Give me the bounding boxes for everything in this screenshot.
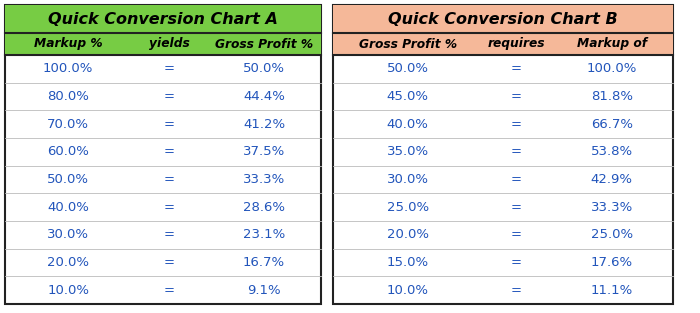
Text: 11.1%: 11.1% (591, 284, 633, 297)
Text: 17.6%: 17.6% (591, 256, 633, 269)
Text: =: = (511, 62, 522, 75)
Text: Gross Profit %: Gross Profit % (215, 38, 313, 50)
Text: 9.1%: 9.1% (247, 284, 281, 297)
Text: =: = (511, 90, 522, 103)
Text: 33.3%: 33.3% (591, 201, 633, 214)
Text: =: = (511, 118, 522, 131)
Text: =: = (511, 201, 522, 214)
Text: 42.9%: 42.9% (591, 173, 633, 186)
Bar (333, 33, 673, 55)
Text: =: = (164, 90, 175, 103)
Text: 33.3%: 33.3% (243, 173, 285, 186)
Text: Gross Profit %: Gross Profit % (358, 38, 457, 50)
Text: 50.0%: 50.0% (243, 62, 285, 75)
Text: 28.6%: 28.6% (243, 201, 285, 214)
Text: =: = (511, 145, 522, 158)
Text: =: = (164, 173, 175, 186)
Text: 23.1%: 23.1% (243, 228, 285, 241)
Bar (333, 5, 673, 304)
Text: 44.4%: 44.4% (243, 90, 285, 103)
Text: 70.0%: 70.0% (47, 118, 89, 131)
Text: 25.0%: 25.0% (386, 201, 429, 214)
Text: 50.0%: 50.0% (47, 173, 89, 186)
Text: 45.0%: 45.0% (387, 90, 429, 103)
Text: Quick Conversion Chart A: Quick Conversion Chart A (48, 12, 278, 27)
Text: 10.0%: 10.0% (47, 284, 89, 297)
Text: =: = (164, 284, 175, 297)
Text: 15.0%: 15.0% (386, 256, 429, 269)
Bar (5, 33, 321, 55)
Text: Markup %: Markup % (34, 38, 102, 50)
Text: 30.0%: 30.0% (387, 173, 429, 186)
Text: 100.0%: 100.0% (587, 62, 637, 75)
Text: Markup of: Markup of (577, 38, 647, 50)
Text: =: = (164, 118, 175, 131)
Text: =: = (164, 201, 175, 214)
Text: 66.7%: 66.7% (591, 118, 633, 131)
Bar (5, 5, 321, 304)
Text: 81.8%: 81.8% (591, 90, 633, 103)
Text: =: = (511, 284, 522, 297)
Text: 60.0%: 60.0% (48, 145, 89, 158)
Text: Quick Conversion Chart B: Quick Conversion Chart B (388, 12, 618, 27)
Text: =: = (511, 173, 522, 186)
Text: 40.0%: 40.0% (387, 118, 428, 131)
Text: 10.0%: 10.0% (387, 284, 429, 297)
Text: 100.0%: 100.0% (43, 62, 93, 75)
Text: =: = (511, 256, 522, 269)
Text: 53.8%: 53.8% (591, 145, 633, 158)
Text: =: = (164, 256, 175, 269)
Text: 25.0%: 25.0% (591, 228, 633, 241)
Text: requires: requires (488, 38, 545, 50)
Text: 37.5%: 37.5% (243, 145, 285, 158)
Text: =: = (511, 228, 522, 241)
Text: 40.0%: 40.0% (48, 201, 89, 214)
Text: 20.0%: 20.0% (387, 228, 429, 241)
Bar (333, 5, 673, 33)
Bar (5, 5, 321, 33)
Text: =: = (164, 62, 175, 75)
Text: 16.7%: 16.7% (243, 256, 285, 269)
Text: 80.0%: 80.0% (48, 90, 89, 103)
Text: 35.0%: 35.0% (386, 145, 429, 158)
Text: 41.2%: 41.2% (243, 118, 285, 131)
Text: =: = (164, 228, 175, 241)
Text: 30.0%: 30.0% (47, 228, 89, 241)
Text: 20.0%: 20.0% (47, 256, 89, 269)
Text: =: = (164, 145, 175, 158)
Text: 50.0%: 50.0% (387, 62, 429, 75)
Text: yields: yields (149, 38, 190, 50)
